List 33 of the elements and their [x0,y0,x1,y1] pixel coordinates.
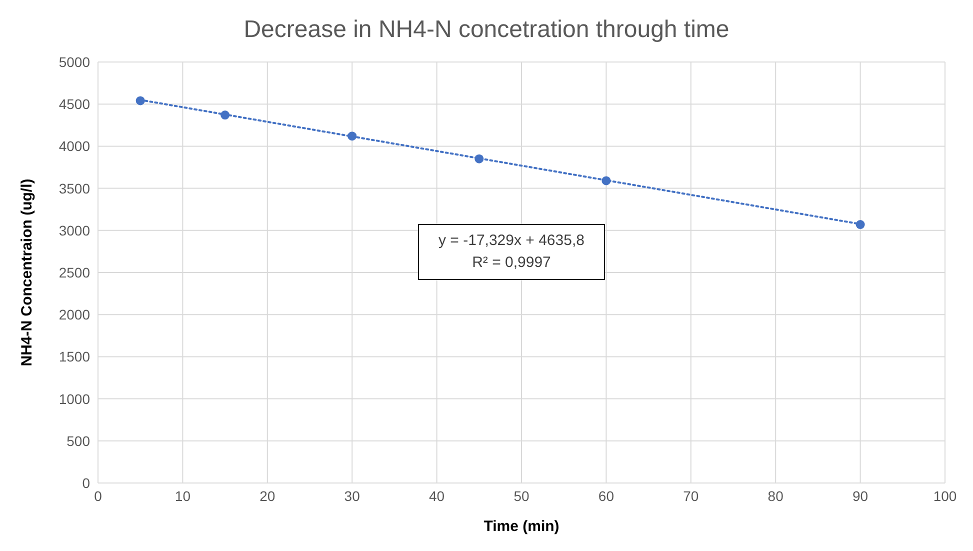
chart-title: Decrease in NH4-N concetration through time [242,16,730,44]
x-tick-label: 30 [344,488,360,504]
x-tick-label: 20 [260,488,276,504]
y-axis-title: NH4-N Concentraion (ug/l) [18,178,36,366]
y-tick-label: 1000 [58,390,90,407]
x-tick-label: 90 [852,488,868,504]
point [348,132,357,141]
point [220,110,230,120]
x-tick-label: 10 [174,488,191,504]
x-tick-label: 100 [933,488,957,504]
point [474,154,484,164]
y-tick-label: 3500 [58,180,90,196]
y-tick-label: 5000 [58,54,90,70]
y-tick-label: 0 [82,474,90,491]
y-tick-label: 2000 [58,306,90,323]
point [136,96,145,106]
y-tick-label: 3000 [58,222,90,238]
x-tick-label: 80 [768,488,784,504]
point [602,176,611,186]
x-tick-label: 60 [598,488,614,504]
y-tick-label: 2500 [58,264,90,280]
y-tick-label: 500 [66,432,90,449]
x-tick-label: 0 [94,488,102,504]
point [856,220,865,230]
annotation: R² = 0,9997 [471,253,552,273]
y-tick-label: 4000 [58,138,90,154]
x-tick-label: 50 [514,488,530,504]
annotation: y = -17,329x + 4635,8 [438,231,586,251]
x-tick-label: 70 [683,488,699,504]
x-tick-label: 40 [429,488,445,504]
y-tick-label: 4500 [58,96,90,112]
x-axis-title: Time (min) [484,518,560,535]
y-tick-label: 1500 [58,348,90,365]
